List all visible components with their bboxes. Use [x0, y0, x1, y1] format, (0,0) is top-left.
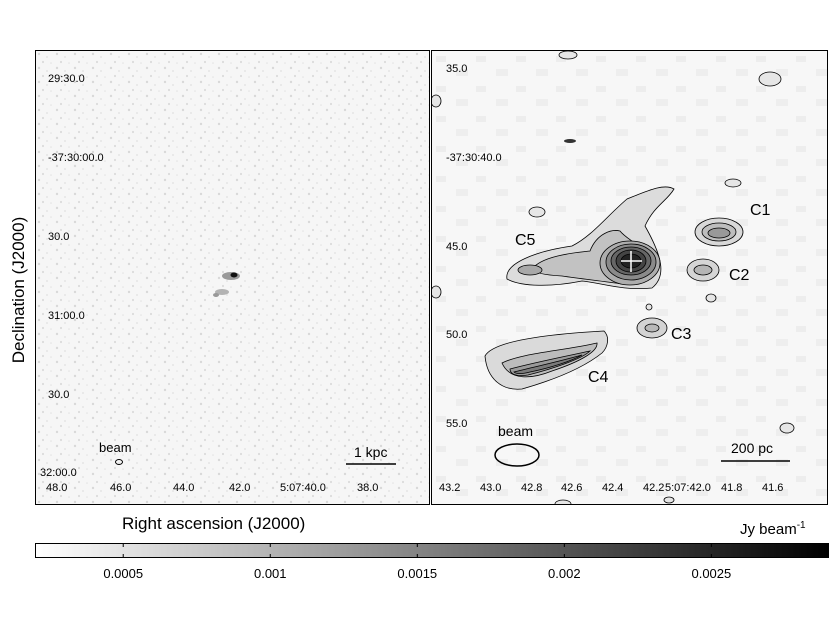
colorbar: [35, 543, 829, 558]
right-panel: 35.0 -37:30:40.0 45.0 50.0 55.0 43.2 43.…: [431, 50, 828, 505]
left-xtick: 48.0: [46, 482, 68, 494]
left-beam-ellipse: [115, 459, 123, 465]
colorbar-title-text: Jy beam: [740, 521, 797, 538]
left-ytick: 30.0: [48, 231, 70, 243]
colorbar-tick-label: 0.0015: [397, 566, 438, 581]
right-scalebar-label: 200 pc: [731, 440, 774, 456]
colorbar-tick-label: 0.001: [253, 566, 287, 581]
colorbar-title-sup: -1: [796, 520, 806, 531]
component-c4: [484, 330, 608, 390]
left-scalebar-label: 1 kpc: [354, 444, 388, 460]
right-xtick: 42.4: [602, 482, 624, 494]
left-xtick: 46.0: [110, 482, 132, 494]
left-xtick: 38.0: [357, 482, 379, 494]
left-panel: 29:30.0 -37:30:00.0 30.0 31:00.0 30.0 32…: [35, 50, 430, 505]
right-beam-label: beam: [498, 423, 534, 439]
right-xtick: 43.0: [480, 482, 502, 494]
right-panel-image: [432, 51, 827, 504]
left-panel-image: [36, 51, 429, 504]
left-ytick: 31:00.0: [48, 310, 85, 322]
colorbar-tick-label: 0.002: [548, 566, 581, 581]
component-c3: [636, 317, 668, 339]
right-ytick: -37:30:40.0: [446, 152, 502, 164]
left-ytick: 32:00.0: [40, 467, 77, 479]
right-xtick: 41.6: [762, 482, 784, 494]
right-beam-ellipse: [494, 443, 540, 467]
right-xtick: 42.8: [521, 482, 543, 494]
left-ytick: 29:30.0: [48, 73, 85, 85]
right-ytick: 35.0: [446, 63, 468, 75]
left-xtick: 42.0: [229, 482, 251, 494]
right-xtick: 42.2: [643, 482, 665, 494]
component-c5: [506, 186, 675, 290]
y-axis-label: Declination (J2000): [9, 216, 28, 364]
label-c1: C1: [750, 202, 771, 219]
right-ytick: 45.0: [446, 241, 468, 253]
left-xtick: 44.0: [173, 482, 195, 494]
right-xtick: 5:07:42.0: [665, 482, 711, 494]
left-xtick: 5:07:40.0: [280, 482, 326, 494]
minor-contours: [432, 51, 795, 504]
right-xtick: 42.6: [561, 482, 583, 494]
right-xtick: 43.2: [439, 482, 461, 494]
colorbar-title: Jy beam-1: [740, 520, 806, 538]
component-c1: [694, 217, 744, 247]
core-hole: [564, 139, 576, 143]
left-beam-label: beam: [99, 440, 132, 455]
left-ytick: 30.0: [48, 389, 70, 401]
label-c5: C5: [515, 232, 536, 249]
label-c3: C3: [671, 326, 692, 343]
right-ytick: 50.0: [446, 329, 468, 341]
right-ytick: 55.0: [446, 418, 468, 430]
component-c2: [686, 258, 720, 282]
right-xtick: 41.8: [721, 482, 743, 494]
x-axis-label: Right ascension (J2000): [122, 514, 306, 533]
left-ytick: -37:30:00.0: [48, 152, 104, 164]
label-c4: C4: [588, 369, 609, 386]
colorbar-tick-label: 0.0005: [103, 566, 144, 581]
core-cross: [621, 251, 642, 272]
left-source: [213, 272, 240, 297]
colorbar-tick-label: 0.0025: [691, 566, 732, 581]
label-c2: C2: [729, 267, 750, 284]
